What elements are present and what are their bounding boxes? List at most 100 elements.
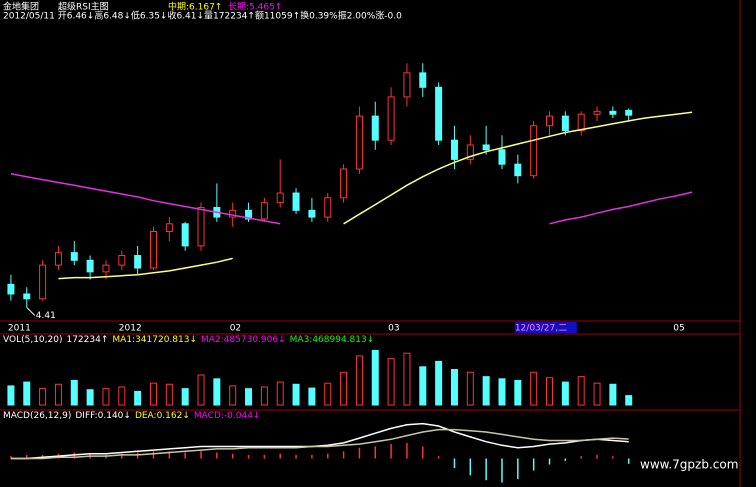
- x-tick-label: 2011: [8, 324, 31, 334]
- candle-body: [482, 144, 490, 151]
- candle-body: [245, 209, 253, 220]
- candle-body: [561, 115, 569, 132]
- volume-bar: [229, 385, 237, 406]
- volume-bar: [276, 381, 284, 406]
- candle-body: [197, 206, 205, 247]
- volume-bar: [292, 383, 300, 406]
- candle-body: [546, 115, 554, 127]
- mid-ma-label: 中期:6.167↑: [168, 1, 222, 13]
- volume-bar: [102, 388, 110, 406]
- volume-bar: [466, 371, 474, 406]
- legend-entry: VOL(5,10,20): [3, 335, 62, 345]
- candle-body: [577, 113, 585, 132]
- volume-bar: [498, 378, 506, 406]
- volume-bar: [371, 349, 379, 406]
- candle-body: [118, 255, 126, 266]
- candle-body: [260, 202, 268, 220]
- volume-bar: [435, 360, 443, 406]
- volume-bar: [482, 376, 490, 406]
- volume-bar: [514, 379, 522, 406]
- legend-entry: MA1:341720.813↓: [112, 335, 197, 345]
- volume-bar: [39, 388, 47, 406]
- candle-body: [387, 96, 395, 141]
- legend-entry: MACD(26,12,9): [3, 411, 71, 421]
- candle-body: [514, 163, 522, 177]
- candle-body: [149, 230, 157, 269]
- candle-body: [292, 192, 300, 211]
- indicator-line: [58, 111, 693, 280]
- volume-bar: [593, 382, 601, 406]
- legend-entry: DEA:0.162↓: [135, 411, 190, 421]
- indicator-line: [10, 173, 693, 225]
- candle-body: [23, 293, 31, 300]
- candle-body: [593, 110, 601, 115]
- candle-body: [102, 264, 110, 273]
- pane-legend: VOL(5,10,20) 172234↑ MA1:341720.813↓ MA2:48…: [3, 335, 374, 345]
- candle-body: [134, 255, 142, 269]
- volume-bar: [387, 358, 395, 406]
- volume-bar: [450, 369, 458, 406]
- candle-body: [609, 110, 617, 115]
- volume-bar: [213, 378, 221, 406]
- candle-body: [308, 209, 316, 218]
- candle-body: [181, 223, 189, 247]
- candle-body: [7, 283, 15, 295]
- long-ma-label: 长期:5.465↑: [228, 1, 282, 13]
- low-annotation: 4.41: [36, 311, 56, 321]
- legend-entry: 172234↑: [66, 335, 108, 345]
- x-tick-label: 03: [388, 324, 399, 334]
- volume-bar: [7, 385, 15, 406]
- indicator-name: 超级RSI主图: [58, 1, 109, 13]
- highlight-box: [514, 322, 577, 333]
- candle-body: [39, 264, 47, 300]
- volume-bar: [181, 388, 189, 406]
- volume-bar: [340, 371, 348, 406]
- candle-body: [435, 86, 443, 141]
- volume-bar: [546, 377, 554, 406]
- candle-body: [340, 168, 348, 199]
- stock-name: 金地集团: [3, 1, 39, 13]
- volume-bar: [577, 376, 585, 406]
- volume-bar: [324, 382, 332, 406]
- candle-body: [498, 149, 506, 165]
- indicator-line: [10, 428, 629, 460]
- legend-entry: MA2:485730.906↓: [201, 335, 286, 345]
- watermark: www.7gpzb.com: [640, 458, 738, 472]
- volume-bar: [625, 395, 633, 406]
- volume-bar: [118, 386, 126, 406]
- candle-body: [419, 72, 427, 88]
- legend-entry: MACD:-0.044↓: [194, 411, 261, 421]
- volume-bar: [245, 388, 253, 406]
- candle-body: [70, 252, 78, 261]
- volume-bar: [165, 383, 173, 406]
- candle-body: [229, 209, 237, 218]
- candle-body: [530, 125, 538, 177]
- candle-body: [403, 72, 411, 98]
- candle-body: [276, 192, 284, 204]
- pane-legend: MACD(26,12,9) DIFF:0.140↓ DEA:0.162↓ MACD:-…: [3, 411, 260, 421]
- volume-bar: [403, 352, 411, 406]
- volume-bar: [134, 390, 142, 406]
- candle-body: [165, 223, 173, 232]
- candle-body: [86, 259, 94, 273]
- candle-body: [466, 144, 474, 160]
- x-tick-label: 05: [673, 324, 684, 334]
- volume-bar: [149, 382, 157, 406]
- x-tick-label: 02: [230, 324, 241, 334]
- candle-body: [355, 115, 363, 170]
- volume-bar: [308, 387, 316, 406]
- volume-bar: [86, 389, 94, 406]
- volume-bar: [23, 381, 31, 406]
- x-tick-label: 2012: [119, 324, 142, 334]
- volume-bar: [561, 381, 569, 406]
- volume-bar: [260, 386, 268, 406]
- volume-bar: [609, 383, 617, 406]
- legend-entry: MA3:468994.813↓: [290, 335, 375, 345]
- x-tick-label: 12/03/27,二: [515, 324, 567, 334]
- candle-body: [625, 109, 633, 116]
- volume-bar: [530, 371, 538, 406]
- candle-body: [450, 139, 458, 160]
- volume-bar: [419, 366, 427, 406]
